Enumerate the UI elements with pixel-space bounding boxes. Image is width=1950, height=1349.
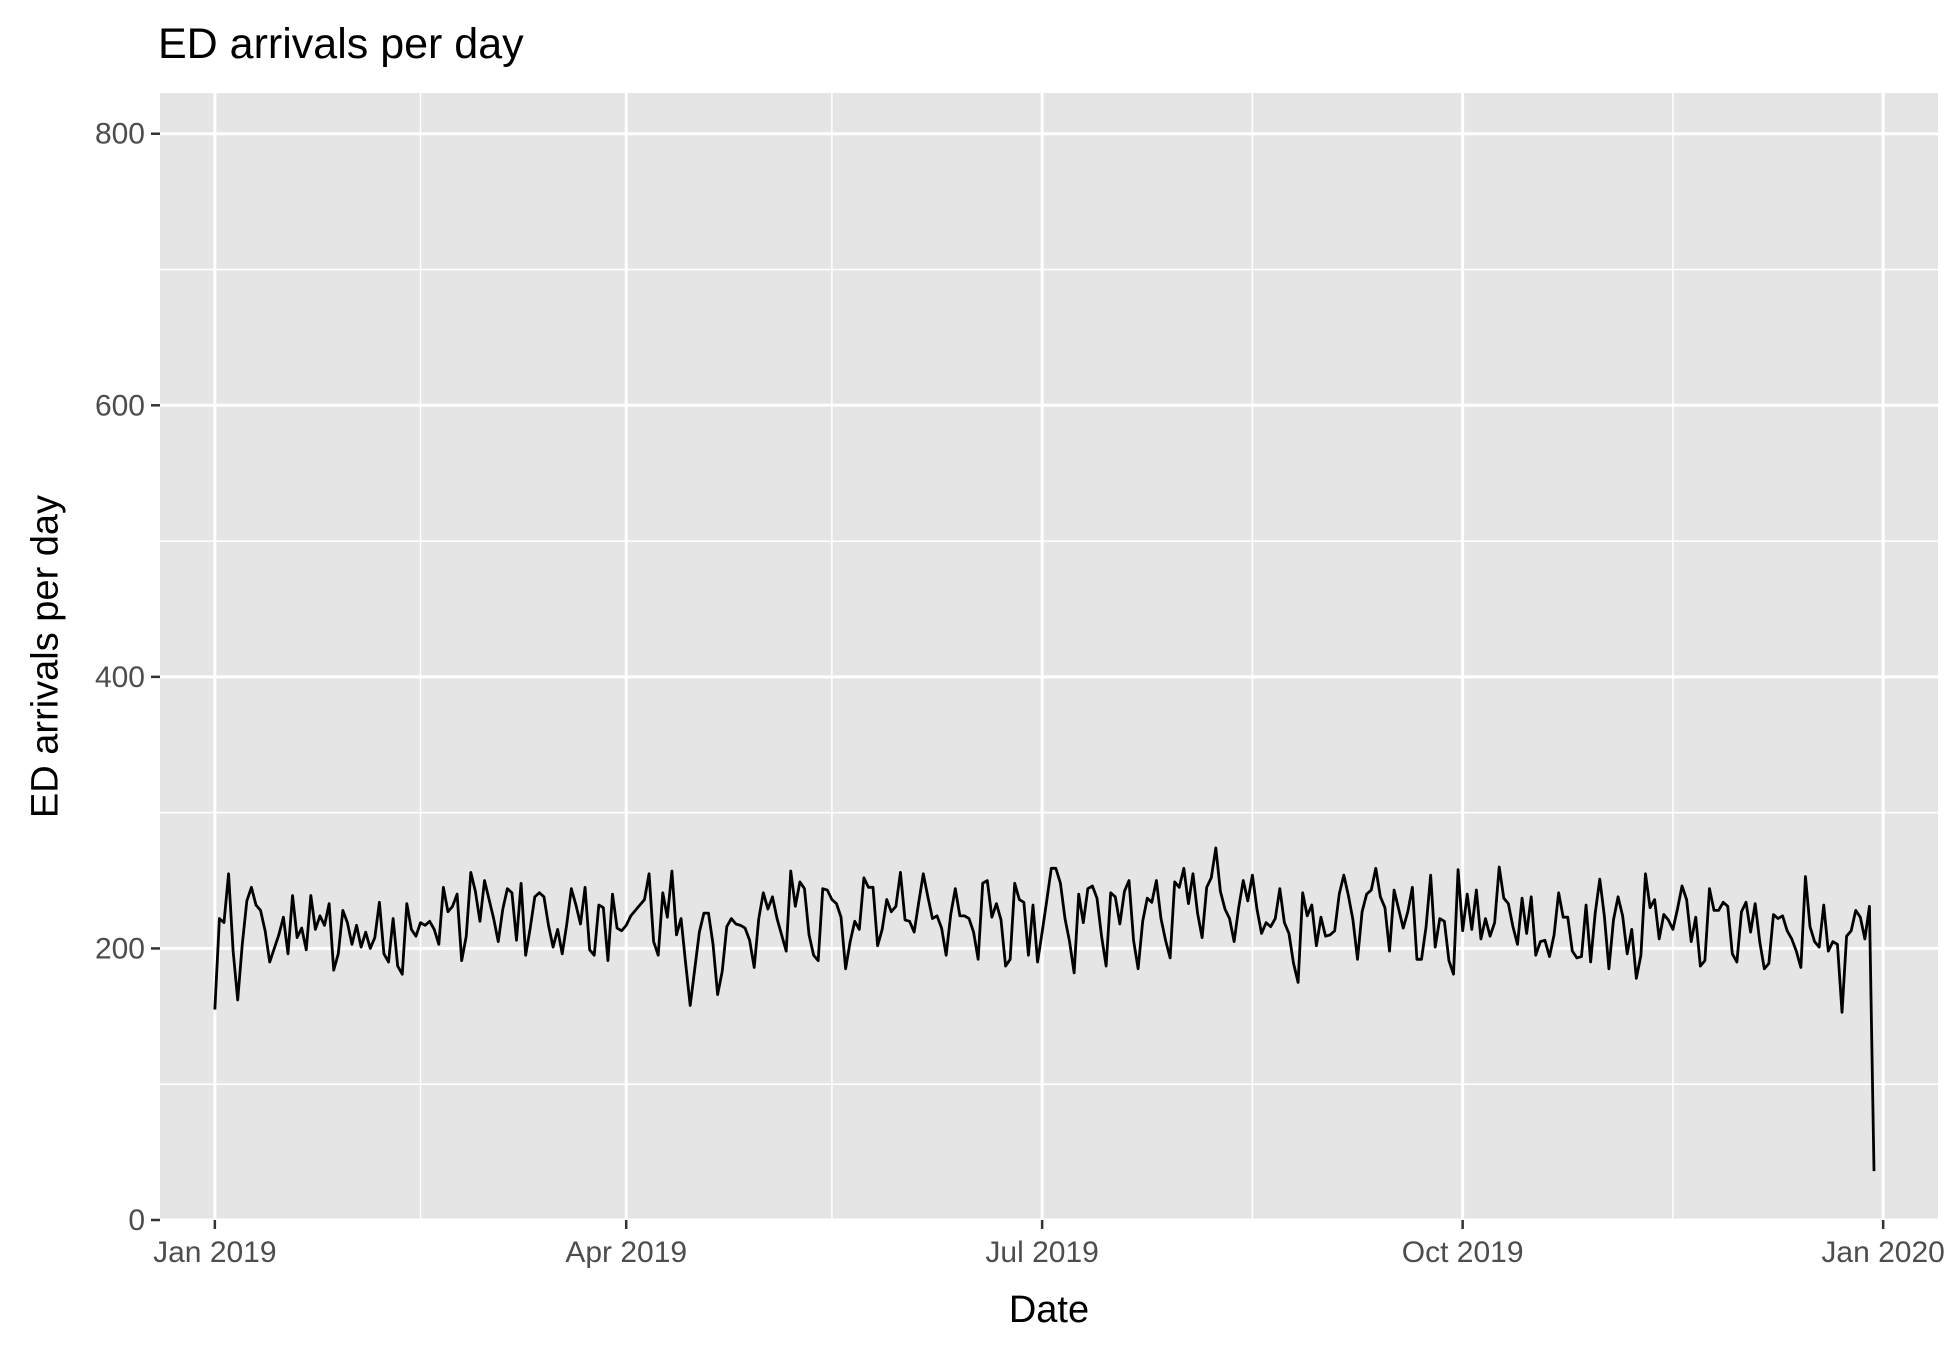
- x-tick-label: Jan 2019: [153, 1236, 276, 1269]
- y-tick-label: 200: [95, 932, 145, 965]
- x-axis: Jan 2019 Apr 2019 Jul 2019 Oct 2019 Jan 2020: [153, 1220, 1945, 1269]
- y-tick-label: 400: [95, 661, 145, 694]
- x-tick-label: Jul 2019: [985, 1236, 1098, 1269]
- x-axis-title: Date: [1009, 1289, 1089, 1331]
- x-tick-label: Apr 2019: [565, 1236, 687, 1269]
- series-line-1: [213, 846, 1876, 1172]
- y-tick-label: 800: [95, 118, 145, 151]
- y-tick-label: 600: [95, 389, 145, 422]
- x-tick-label: Oct 2019: [1402, 1236, 1524, 1269]
- y-axis: 0 200 400 600 800: [95, 118, 160, 1237]
- minor-gridlines: [160, 93, 1938, 1220]
- y-axis-title: ED arrivals per day: [24, 495, 66, 818]
- plot-panel: [160, 93, 1938, 1220]
- y-tick-label: 0: [128, 1204, 145, 1237]
- chart-title: ED arrivals per day: [158, 20, 524, 68]
- series-layer: [213, 846, 1876, 1172]
- x-tick-label: Jan 2020: [1821, 1236, 1944, 1269]
